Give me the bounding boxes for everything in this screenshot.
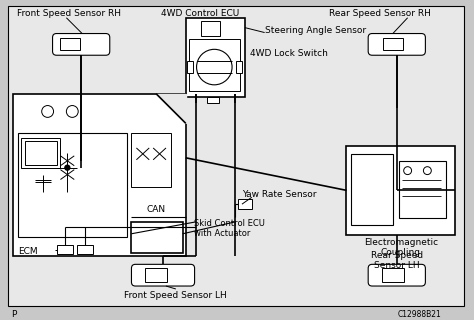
- Text: Electromagnetic
Coupling: Electromagnetic Coupling: [364, 238, 438, 257]
- Text: Front Speed Sensor RH: Front Speed Sensor RH: [17, 9, 121, 18]
- Text: Rear Speed Sensor RH: Rear Speed Sensor RH: [329, 9, 430, 18]
- Text: Front Speed Sensor LH: Front Speed Sensor LH: [125, 291, 227, 300]
- Bar: [18, 133, 127, 237]
- Bar: [351, 154, 393, 225]
- Bar: [131, 133, 171, 188]
- Bar: [208, 97, 219, 103]
- Text: P: P: [11, 310, 17, 319]
- Text: Yaw Rate Sensor: Yaw Rate Sensor: [242, 190, 317, 199]
- Bar: [57, 244, 73, 254]
- Bar: [189, 39, 240, 91]
- Bar: [399, 161, 446, 218]
- FancyBboxPatch shape: [131, 264, 195, 286]
- FancyBboxPatch shape: [368, 34, 425, 55]
- Text: Skid Control ECU
with Actuator: Skid Control ECU with Actuator: [193, 219, 264, 238]
- Text: ECM: ECM: [18, 247, 37, 256]
- Text: Steering Angle Sensor: Steering Angle Sensor: [264, 26, 366, 35]
- Text: CAN: CAN: [146, 205, 165, 214]
- Circle shape: [65, 165, 70, 170]
- FancyBboxPatch shape: [53, 34, 110, 55]
- Bar: [61, 38, 80, 50]
- Polygon shape: [156, 94, 186, 123]
- Bar: [346, 146, 455, 235]
- Bar: [131, 222, 183, 253]
- Bar: [382, 268, 404, 282]
- Bar: [13, 94, 186, 256]
- Bar: [187, 61, 192, 73]
- Bar: [383, 38, 403, 50]
- Bar: [186, 18, 245, 97]
- Bar: [238, 199, 252, 209]
- Text: C12988B21: C12988B21: [398, 310, 441, 319]
- Bar: [25, 141, 56, 165]
- Bar: [77, 244, 93, 254]
- Bar: [201, 21, 220, 36]
- FancyBboxPatch shape: [368, 264, 425, 286]
- Bar: [236, 61, 242, 73]
- Bar: [21, 138, 61, 168]
- Text: 4WD Control ECU: 4WD Control ECU: [161, 9, 239, 18]
- Bar: [145, 268, 167, 282]
- Text: 4WD Lock Switch: 4WD Lock Switch: [250, 49, 328, 58]
- Text: Rear Speed
Sensor LH: Rear Speed Sensor LH: [371, 251, 423, 270]
